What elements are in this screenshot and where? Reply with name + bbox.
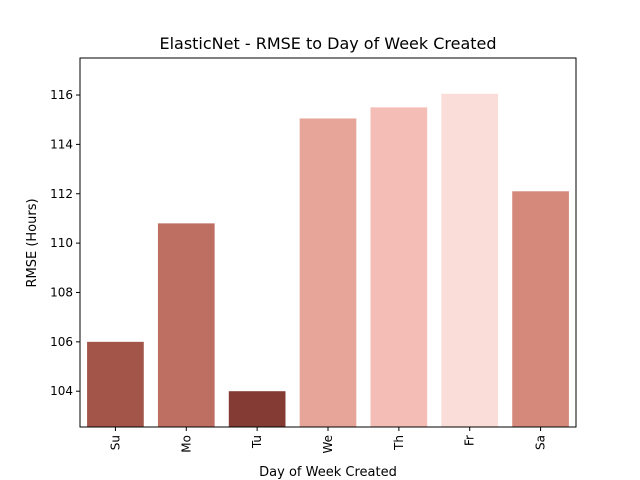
bar-fr — [441, 93, 499, 427]
y-tick-label: 116 — [50, 88, 73, 102]
plot-area: 104 106 108 110 112 114 116 Su Mo Tu We Th Fr Sa — [50, 57, 577, 454]
x-tick-label: Tu — [250, 435, 264, 449]
x-tick-label: Fr — [463, 435, 477, 446]
bar-we — [299, 118, 357, 428]
axes-frame — [79, 57, 577, 428]
bar-su — [87, 341, 144, 427]
chart-title: ElasticNet - RMSE to Day of Week Created — [159, 34, 496, 53]
y-axis-label: RMSE (Hours) — [25, 198, 40, 287]
x-tick-label: Mo — [179, 435, 193, 453]
y-tick-label: 108 — [50, 285, 73, 299]
y-axis-ticks: 104 106 108 110 112 114 116 — [50, 88, 80, 398]
bar-tu — [228, 391, 286, 427]
y-tick-label: 110 — [50, 236, 73, 250]
x-tick-label: Th — [392, 435, 406, 451]
bar-mo — [157, 223, 215, 427]
y-tick-label: 106 — [50, 335, 73, 349]
x-axis-ticks: Su Mo Tu We Th Fr Sa — [108, 427, 548, 454]
bars-group — [87, 93, 569, 428]
bar-th — [370, 107, 428, 427]
x-tick-label: Sa — [534, 435, 548, 450]
x-tick-label: We — [321, 435, 335, 454]
y-tick-label: 114 — [50, 137, 73, 151]
y-tick-label: 112 — [50, 187, 73, 201]
y-tick-label: 104 — [50, 384, 73, 398]
x-axis-label: Day of Week Created — [259, 465, 397, 480]
bar-sa — [512, 191, 569, 427]
x-tick-label: Su — [108, 435, 122, 450]
